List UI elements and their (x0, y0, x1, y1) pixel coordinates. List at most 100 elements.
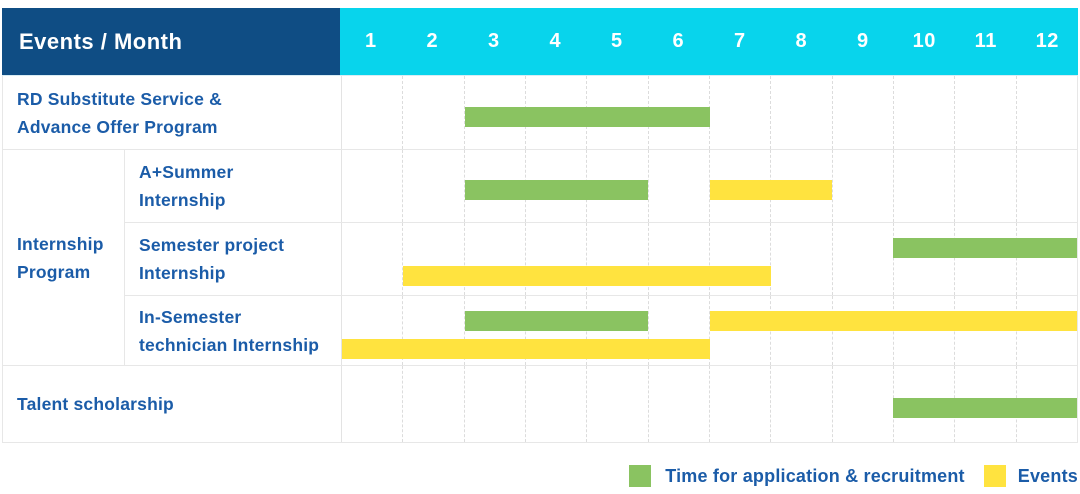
row-label-line: A+Summer (139, 162, 234, 182)
timeline-track (341, 150, 1077, 222)
grid-cell (954, 76, 1015, 149)
gantt-bar-event (709, 311, 1077, 331)
row-label-rd-substitute: RD Substitute Service & Advance Offer Pr… (3, 76, 341, 149)
timeline-track (341, 366, 1077, 442)
timeline-track (341, 76, 1077, 149)
gantt-bar-application (893, 398, 1077, 418)
row-label-line: Talent scholarship (17, 394, 174, 414)
row-label-line: Advance Offer Program (17, 116, 218, 137)
row-label-talent-scholarship: Talent scholarship (3, 366, 341, 442)
grid-cell (342, 366, 402, 442)
grid-cell (1015, 223, 1077, 295)
month-header-cell: 7 (733, 30, 746, 52)
row-label-a-summer-internship: A+Summer Internship (125, 150, 341, 222)
grid-cell (647, 366, 709, 442)
month-header-cell: 10 (912, 30, 936, 52)
grid-cell (586, 366, 647, 442)
grid-cell (708, 150, 770, 222)
grid-cell (892, 223, 954, 295)
month-header-cell: 3 (487, 30, 500, 52)
row-label-line: In-Semester (139, 306, 242, 327)
grid-cell (402, 223, 463, 295)
grid-cell (831, 76, 893, 149)
grid-cell (647, 150, 709, 222)
gantt-bar-application (464, 106, 710, 127)
grid-cell (708, 76, 770, 149)
table-row: A+Summer Internship (125, 150, 1077, 222)
month-header-cell: 12 (1035, 30, 1059, 52)
grid-cell (463, 296, 525, 365)
corner-header-label: Events / Month (19, 28, 183, 54)
row-label-line: technician Internship (139, 334, 320, 355)
row-label-line: Internship (139, 190, 226, 210)
internship-program-group: Internship Program A+Summer Internship S… (3, 149, 1077, 365)
grid-cell (892, 76, 954, 149)
legend-label-event: Events (1017, 465, 1078, 486)
grid-cell (708, 223, 770, 295)
grid-cell (463, 223, 525, 295)
grid-cell (954, 223, 1015, 295)
grid-cell (402, 296, 463, 365)
application-swatch-icon (629, 465, 652, 487)
row-label-line: Semester project (139, 235, 285, 255)
gantt-bar-event (403, 266, 771, 286)
row-label-line: RD Substitute Service & (17, 88, 222, 109)
timeline-track (341, 296, 1077, 365)
gantt-bar-application (464, 180, 649, 200)
month-header-cell: 2 (426, 30, 439, 52)
grid-cell (463, 76, 525, 149)
grid-cell (524, 366, 586, 442)
group-label-internship-program: Internship Program (3, 150, 125, 365)
month-header-cell: 6 (672, 30, 685, 52)
group-label-line: Internship (17, 233, 104, 254)
grid-cell (708, 366, 770, 442)
table-header-row: Events / Month 1 2 3 4 5 6 7 8 9 10 11 12 (2, 8, 1078, 75)
month-header-cell: 8 (795, 30, 808, 52)
legend: Time for application & recruitment Event… (629, 465, 1078, 487)
legend-label-application: Time for application & recruitment (665, 465, 965, 486)
grid-cell (402, 150, 463, 222)
months-header: 1 2 3 4 5 6 7 8 9 10 11 12 (340, 8, 1078, 75)
grid-cell (647, 223, 709, 295)
row-label-in-semester-technician-internship: In-Semester technician Internship (125, 296, 341, 365)
grid-cell (342, 76, 402, 149)
row-label-semester-project-internship: Semester project Internship (125, 223, 341, 295)
events-table: Events / Month 1 2 3 4 5 6 7 8 9 10 11 12 RD Substi… (2, 8, 1078, 443)
grid-cell (342, 223, 402, 295)
grid-cell (831, 223, 893, 295)
grid-cell (524, 223, 586, 295)
grid-cell (770, 366, 831, 442)
grid-cell (954, 150, 1015, 222)
gantt-bar-event (342, 339, 710, 359)
grid-cell (892, 150, 954, 222)
table-body: RD Substitute Service & Advance Offer Pr… (2, 75, 1078, 443)
grid-cell (402, 76, 463, 149)
group-label-line: Program (17, 261, 91, 282)
event-swatch-icon (983, 465, 1006, 487)
grid-cell (402, 366, 463, 442)
row-label-line: Internship (139, 263, 226, 283)
table-row: RD Substitute Service & Advance Offer Pr… (3, 76, 1077, 149)
grid-cell (708, 296, 770, 365)
grid-cell (770, 223, 831, 295)
timeline-track (341, 223, 1077, 295)
grid-cell (586, 223, 647, 295)
table-row: Semester project Internship (125, 222, 1077, 295)
month-header-cell: 1 (364, 30, 377, 52)
corner-header-cell: Events / Month (2, 8, 340, 75)
grid-cell (831, 366, 893, 442)
gantt-bar-event (709, 180, 832, 200)
gantt-bar-application (893, 238, 1077, 258)
table-row: Talent scholarship (3, 365, 1077, 442)
month-header-cell: 5 (610, 30, 623, 52)
grid-cell (1015, 76, 1077, 149)
grid-cell (463, 150, 525, 222)
month-header-cell: 4 (549, 30, 562, 52)
grid-cell (463, 366, 525, 442)
group-rows: A+Summer Internship Semester project Int… (125, 150, 1077, 365)
grid-cell (770, 76, 831, 149)
grid-cell (342, 150, 402, 222)
month-header-cell: 9 (856, 30, 869, 52)
table-row: In-Semester technician Internship (125, 295, 1077, 365)
gantt-bar-application (464, 311, 649, 331)
